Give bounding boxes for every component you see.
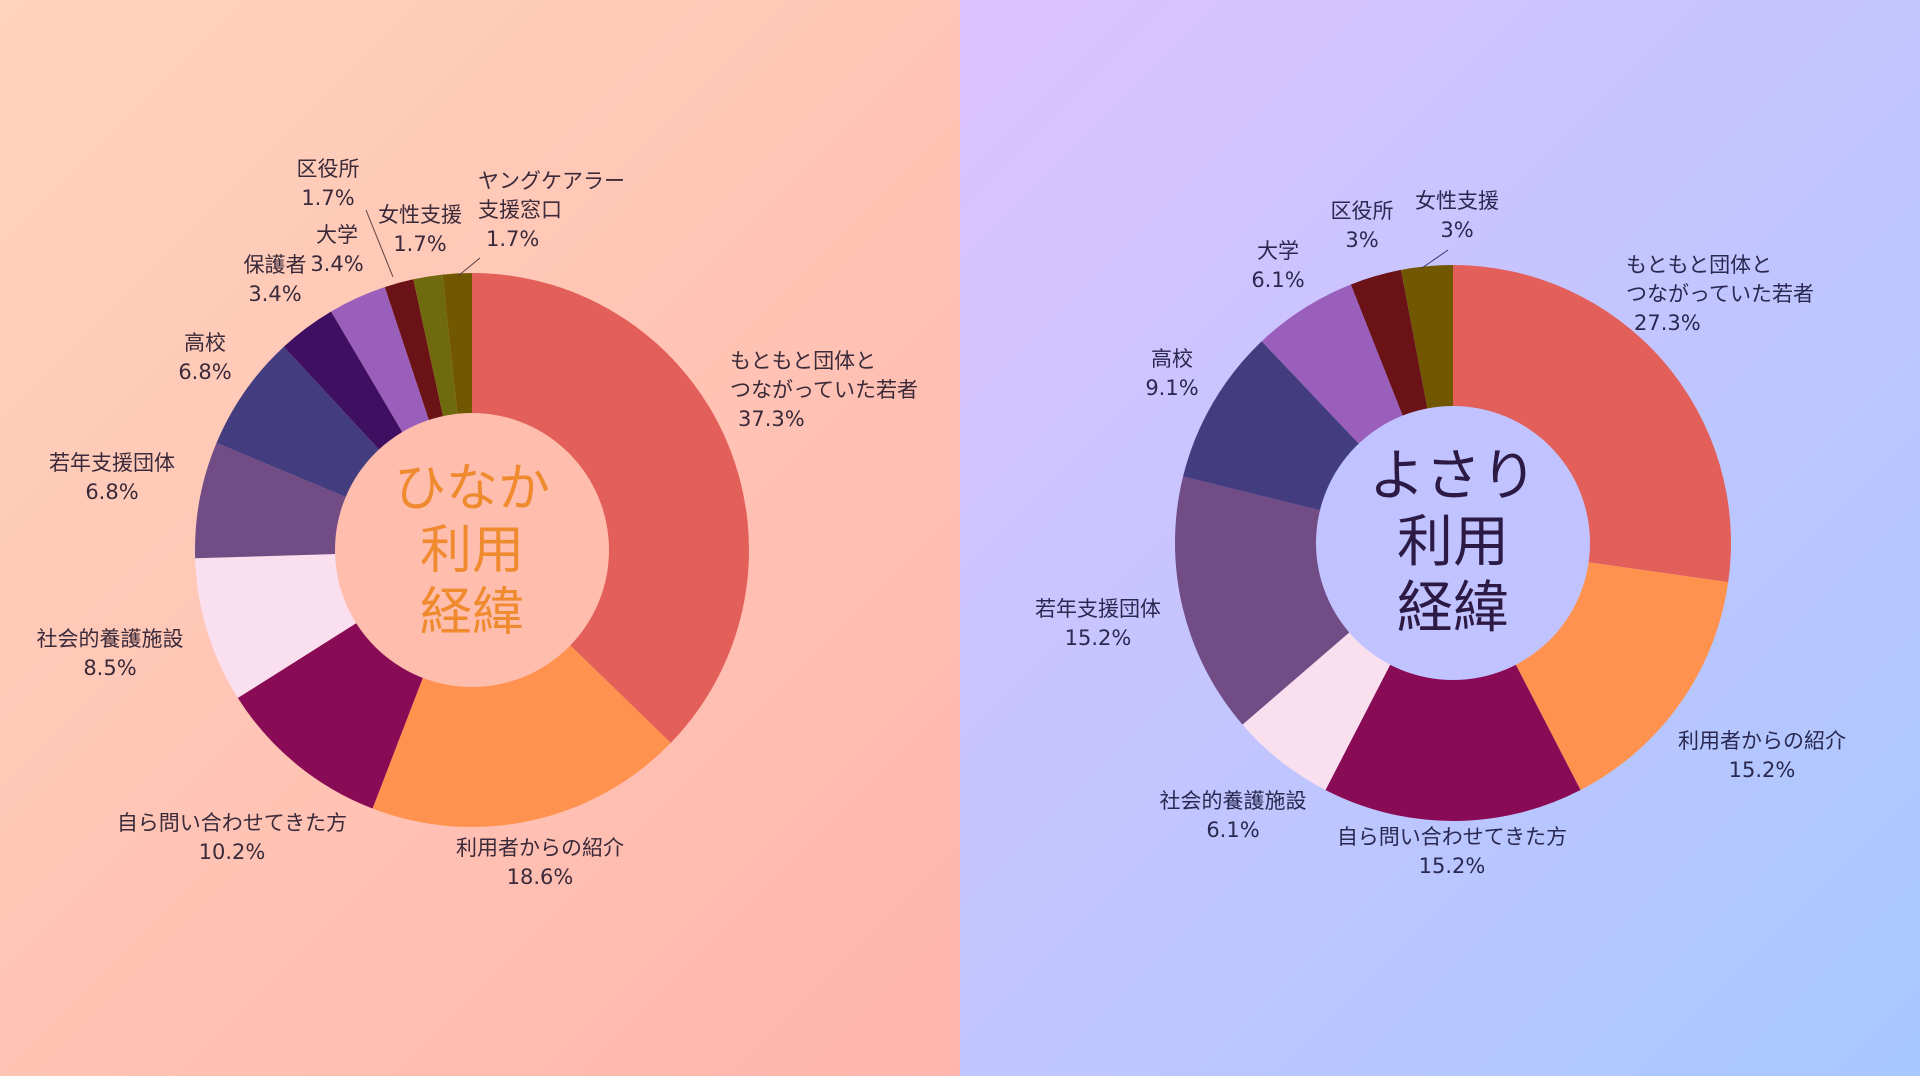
slice-name-label: 自ら問い合わせてきた方 (1337, 825, 1567, 849)
slice-label: 若年支援団体 15.2% (1035, 597, 1161, 650)
slice-value-label: 15.2% (1729, 758, 1796, 782)
slice-value-label: 3% (1345, 228, 1378, 252)
slice-name-label: もともと団体と (1626, 253, 1772, 277)
slice-value-label: 8.5% (83, 656, 136, 680)
slice-value-label: 27.3% (1634, 311, 1701, 335)
slice-name-label: 社会的養護施設 (37, 627, 184, 651)
yosari-donut-chart: よさり利用経緯 もともと団体とつながっていた若者 27.3% 利用者からの紹介 15.2… (1035, 189, 1846, 878)
slice-value-label: 3.4% (248, 282, 301, 306)
slice-label: 若年支援団体 6.8% (49, 451, 175, 504)
slice-name-label: 若年支援団体 (49, 451, 175, 475)
slice-name-label: つながっていた若者 (1626, 282, 1814, 306)
center-title-line: 利用 (1397, 510, 1509, 575)
center-title: ひなか利用経緯 (394, 459, 550, 643)
slice-name-label: 利用者からの紹介 (1678, 729, 1846, 753)
slice-name-label: つながっていた若者 (730, 378, 918, 402)
slice-label: もともと団体とつながっていた若者 37.3% (730, 349, 918, 431)
slice-name-label: 利用者からの紹介 (456, 836, 624, 860)
slice-label: 自ら問い合わせてきた方 15.2% (1337, 825, 1567, 878)
center-title-line: ひなか (394, 459, 550, 519)
center-title-line: よさり (1369, 444, 1537, 509)
slice-value-label: 6.1% (1206, 818, 1259, 842)
slice-label: 女性支援 1.7% (378, 203, 462, 256)
slice-name-label: 高校 (184, 331, 226, 355)
slice-label: 区役所 1.7% (297, 157, 360, 210)
leader-line (457, 257, 481, 277)
donut-hole (335, 413, 609, 687)
slice-label: 自ら問い合わせてきた方 10.2% (117, 811, 347, 864)
slice-name-label: 社会的養護施設 (1160, 789, 1307, 813)
slice-value-label: 6.8% (85, 480, 138, 504)
slice-label: 大学 3.4% (310, 223, 363, 276)
slice-value-label: 6.8% (178, 360, 231, 384)
slice-label: 利用者からの紹介 18.6% (456, 836, 624, 889)
slice-value-label: 9.1% (1145, 376, 1198, 400)
slice-label: もともと団体とつながっていた若者 27.3% (1626, 253, 1814, 335)
slice-name-label: 保護者 (244, 253, 307, 277)
slice-value-label: 10.2% (199, 840, 266, 864)
hinaka-donut-chart: ひなか利用経緯 もともと団体とつながっていた若者 37.3% 利用者からの紹介 18.6… (37, 157, 918, 889)
center-title-line: 経緯 (420, 583, 524, 643)
center-title-line: 経緯 (1397, 576, 1509, 641)
slice-label: 高校 6.8% (178, 331, 231, 384)
slice-label: 高校 9.1% (1145, 347, 1198, 400)
footer-strip (0, 1076, 1920, 1080)
slice-label: 利用者からの紹介 15.2% (1678, 729, 1846, 782)
slice-value-label: 1.7% (486, 227, 539, 251)
slice-label: 区役所 3% (1331, 199, 1394, 252)
slice-value-label: 1.7% (393, 232, 446, 256)
slice-value-label: 6.1% (1251, 268, 1304, 292)
slice-name-label: 支援窓口 (478, 198, 562, 222)
slice-value-label: 3.4% (310, 252, 363, 276)
pie-slice (1325, 543, 1581, 821)
pie-slice (472, 273, 749, 743)
slice-name-label: 区役所 (297, 157, 360, 181)
slice-value-label: 15.2% (1065, 626, 1132, 650)
slice-name-label: 女性支援 (378, 203, 462, 227)
slice-name-label: 区役所 (1331, 199, 1394, 223)
center-title: よさり利用経緯 (1369, 444, 1537, 641)
slice-label: 大学 6.1% (1251, 239, 1304, 292)
slice-name-label: 大学 (1257, 239, 1299, 263)
slice-name-label: 高校 (1151, 347, 1193, 371)
center-title-line: 利用 (420, 521, 524, 581)
leader-line (365, 209, 394, 278)
slice-label: 女性支援 3% (1415, 189, 1499, 242)
slice-name-label: もともと団体と (730, 349, 876, 373)
slice-value-label: 3% (1440, 218, 1473, 242)
leader-line (1421, 249, 1449, 269)
slice-label: 保護者 3.4% (244, 253, 307, 306)
donut-hole (1316, 406, 1590, 680)
slice-value-label: 15.2% (1419, 854, 1486, 878)
slice-value-label: 1.7% (301, 186, 354, 210)
slice-label: ヤングケアラー支援窓口 1.7% (478, 169, 625, 251)
slice-label: 社会的養護施設 8.5% (37, 627, 184, 680)
slice-value-label: 18.6% (507, 865, 574, 889)
slice-name-label: ヤングケアラー (478, 169, 625, 193)
slice-value-label: 37.3% (738, 407, 805, 431)
slice-name-label: 若年支援団体 (1035, 597, 1161, 621)
slice-name-label: 女性支援 (1415, 189, 1499, 213)
slice-label: 社会的養護施設 6.1% (1160, 789, 1307, 842)
slice-name-label: 自ら問い合わせてきた方 (117, 811, 347, 835)
slice-name-label: 大学 (316, 223, 358, 247)
